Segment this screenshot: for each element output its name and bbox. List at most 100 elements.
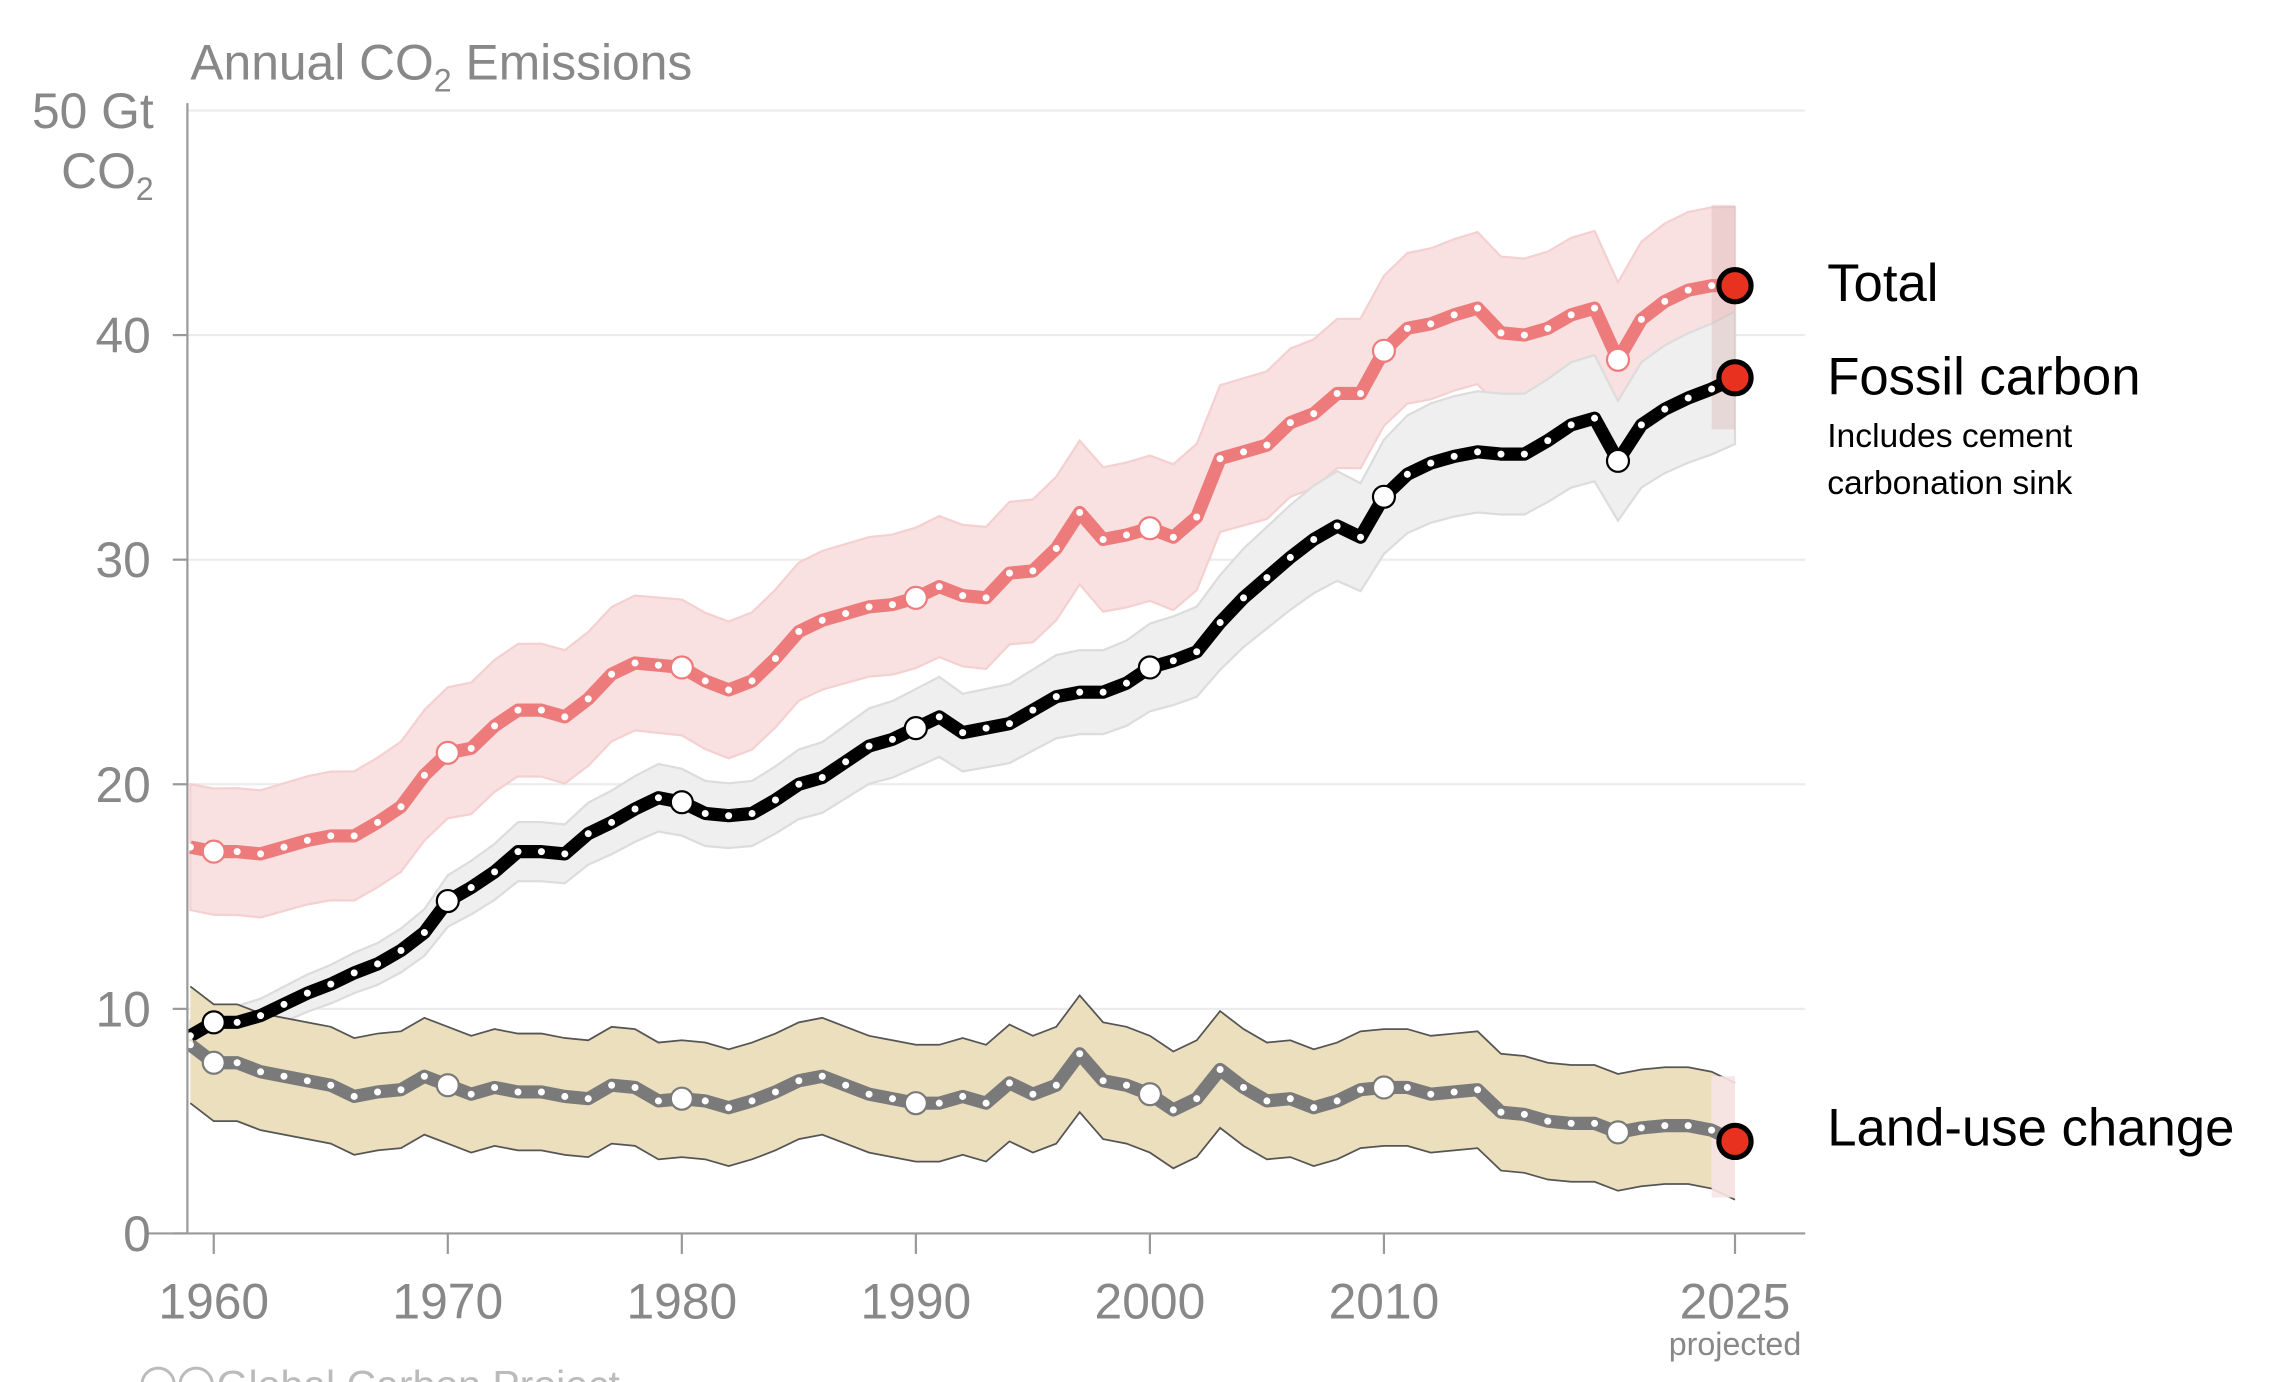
decade-point bbox=[201, 1050, 226, 1075]
data-point bbox=[1122, 679, 1131, 687]
x-tick-label: 1980 bbox=[626, 1273, 737, 1329]
decade-point bbox=[1371, 338, 1397, 363]
data-point bbox=[818, 1072, 826, 1080]
data-point bbox=[280, 843, 288, 851]
label-fossil-note-2: carbonation sink bbox=[1827, 465, 2072, 502]
data-point bbox=[748, 677, 756, 685]
data-point bbox=[818, 774, 826, 782]
data-point bbox=[725, 1104, 733, 1112]
data-point bbox=[1240, 594, 1248, 602]
data-point bbox=[1637, 1124, 1645, 1132]
data-point bbox=[1684, 394, 1692, 402]
data-point bbox=[701, 809, 709, 817]
data-point bbox=[1357, 533, 1365, 541]
data-point bbox=[631, 1083, 639, 1091]
land-band-upper-edge bbox=[189, 985, 1736, 1084]
data-point bbox=[1169, 657, 1177, 665]
data-point bbox=[865, 1090, 873, 1098]
data-point bbox=[303, 1077, 311, 1085]
data-point bbox=[1099, 1077, 1107, 1085]
data-point bbox=[1333, 1097, 1341, 1105]
data-point bbox=[1005, 720, 1013, 728]
data-point bbox=[1520, 450, 1528, 458]
data-point bbox=[1357, 389, 1365, 397]
data-point bbox=[1286, 553, 1294, 561]
data-point bbox=[1450, 311, 1458, 319]
data-point bbox=[186, 1041, 194, 1049]
data-point bbox=[1427, 1090, 1435, 1098]
data-point bbox=[1286, 419, 1294, 427]
data-point bbox=[959, 592, 967, 600]
decade-point bbox=[1605, 1120, 1631, 1145]
label-total: Total bbox=[1827, 254, 1938, 313]
data-point bbox=[631, 659, 639, 667]
data-point bbox=[397, 803, 405, 811]
data-point bbox=[795, 780, 803, 788]
data-point bbox=[1544, 437, 1552, 445]
data-point bbox=[1567, 421, 1575, 429]
data-point bbox=[1076, 1050, 1084, 1058]
data-point bbox=[701, 677, 709, 685]
data-point bbox=[1169, 533, 1177, 541]
decade-point bbox=[903, 716, 928, 741]
data-point bbox=[1005, 1079, 1013, 1087]
decade-point bbox=[1371, 484, 1397, 509]
data-point bbox=[1029, 706, 1037, 714]
data-point bbox=[1497, 1108, 1505, 1116]
data-point bbox=[982, 1099, 990, 1107]
data-point bbox=[1591, 1119, 1599, 1127]
data-point bbox=[1684, 1122, 1692, 1130]
decade-point bbox=[1137, 655, 1162, 680]
data-point bbox=[467, 884, 475, 892]
data-point bbox=[537, 848, 545, 856]
data-point bbox=[1263, 1097, 1271, 1105]
credit: Global Carbon Project bbox=[140, 1362, 621, 1382]
data-point bbox=[795, 628, 803, 636]
data-point bbox=[1637, 421, 1645, 429]
data-point bbox=[397, 946, 405, 954]
data-point bbox=[1661, 1122, 1669, 1130]
data-point bbox=[514, 706, 522, 714]
data-point bbox=[1474, 1086, 1482, 1094]
data-point bbox=[186, 843, 194, 851]
x-tick-label: 2000 bbox=[1095, 1273, 1206, 1329]
data-point bbox=[561, 850, 569, 858]
data-point bbox=[491, 722, 499, 730]
data-point bbox=[982, 594, 990, 602]
data-point bbox=[374, 1088, 382, 1096]
data-point bbox=[514, 1088, 522, 1096]
data-point bbox=[1591, 414, 1599, 422]
data-point bbox=[350, 969, 358, 977]
by-icon bbox=[178, 1366, 214, 1382]
data-point bbox=[888, 601, 896, 609]
data-point bbox=[654, 794, 662, 802]
data-point bbox=[842, 610, 850, 618]
data-point bbox=[771, 1088, 779, 1096]
data-point bbox=[842, 758, 850, 766]
data-point bbox=[1403, 324, 1411, 332]
data-point bbox=[1520, 1110, 1528, 1118]
data-point bbox=[701, 1097, 709, 1105]
data-point bbox=[1263, 441, 1271, 449]
data-point bbox=[233, 848, 241, 856]
data-point bbox=[1427, 459, 1435, 467]
data-point bbox=[1637, 315, 1645, 323]
data-point bbox=[1474, 304, 1482, 312]
decade-point bbox=[903, 585, 928, 610]
y-tick-label: 10 bbox=[95, 981, 150, 1037]
data-point bbox=[397, 1086, 405, 1094]
data-point bbox=[1240, 448, 1248, 456]
data-point bbox=[467, 1090, 475, 1098]
data-point bbox=[537, 706, 545, 714]
data-point bbox=[303, 989, 311, 997]
data-point bbox=[1029, 567, 1037, 575]
data-point bbox=[959, 1092, 967, 1100]
data-point bbox=[888, 1095, 896, 1103]
data-point bbox=[1216, 455, 1224, 463]
data-point bbox=[1216, 619, 1224, 627]
data-point bbox=[374, 818, 382, 826]
data-point bbox=[1520, 331, 1528, 339]
x-tick-label: 1970 bbox=[392, 1273, 503, 1329]
data-point bbox=[1567, 311, 1575, 319]
